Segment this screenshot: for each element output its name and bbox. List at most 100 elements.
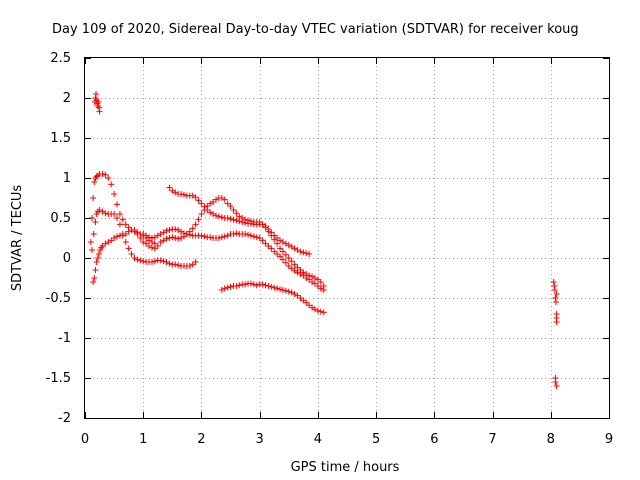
data-point [236,218,243,225]
data-point [279,248,286,255]
data-point [169,187,176,194]
data-point [552,295,559,301]
grid [85,58,609,418]
data-point [201,233,208,240]
data-point [195,216,202,223]
data-point [122,221,129,228]
data-point [262,223,269,229]
series-track-1 [91,91,103,115]
y-tick-label: -1.5 [46,371,71,386]
data-point [297,248,304,255]
data-point [245,231,252,238]
data-point [192,194,199,201]
series-track-8 [550,279,560,389]
data-point [285,288,292,295]
data-point [282,251,289,258]
data-point [314,307,321,314]
y-tick-label: 1 [63,171,71,186]
data-point [90,279,97,285]
data-point [198,211,205,217]
data-point [268,229,275,236]
data-point [122,239,129,245]
data-point [274,240,281,247]
data-point [279,256,286,263]
data-point [553,291,560,297]
data-point [131,227,138,233]
data-point [192,221,199,228]
data-point [242,219,249,226]
data-point [552,379,559,385]
data-point [553,383,560,389]
data-point [99,171,106,177]
data-point [111,191,118,197]
data-point [233,210,240,217]
data-point [300,249,307,256]
data-point [230,231,237,237]
data-point [148,235,155,241]
data-point [175,235,182,242]
data-point [90,231,97,237]
series-track-3 [88,207,199,269]
data-point [91,179,98,185]
data-point [247,280,254,287]
data-point [93,91,100,97]
series-track-7 [218,280,327,316]
data-point [95,99,102,105]
data-point [250,281,257,288]
x-tick-label: 5 [372,432,380,447]
data-point [221,196,228,203]
data-point [259,237,266,244]
data-point [551,287,558,293]
data-point [134,231,141,237]
series-track-5 [140,226,327,293]
data-point [128,251,135,257]
data-point [148,259,155,265]
y-tick-label: 0 [63,251,71,266]
y-tick-labels: 2.5 2 1.5 1 0.5 0 -0.5 -1 -1.5 -2 [46,51,71,426]
data-point [163,227,170,234]
data-point [88,215,95,221]
data-point [108,181,115,188]
data-point [224,215,231,221]
data-point [116,221,123,228]
data-point [180,230,187,237]
data-point [306,251,313,257]
y-axis-label: SDTVAR / TECUs [10,185,25,292]
data-point [172,235,179,241]
x-axis-label: GPS time / hours [291,460,400,475]
data-point [303,250,310,257]
data-point [253,234,260,241]
data-point [259,281,266,288]
data-point [114,215,121,221]
data-point [91,275,98,281]
data-point [92,219,99,225]
data-point [233,283,240,289]
data-point [221,233,228,240]
data-point [102,171,109,178]
series-track-6 [166,184,313,257]
data-point [247,220,254,227]
data-point [224,284,231,291]
data-point [166,184,173,191]
data-point [95,251,102,257]
data-point [242,231,249,237]
data-point [218,234,225,241]
data-point [277,253,284,260]
data-point [247,232,254,239]
data-point [213,212,219,219]
x-tick-label: 0 [81,432,89,447]
y-tick-label: 2 [63,91,71,106]
data-point [277,245,284,252]
data-point [88,247,95,253]
data-point [137,235,144,241]
x-tick-label: 2 [197,432,205,447]
data-point [94,255,101,261]
data-point [90,195,97,201]
data-point [227,283,234,290]
data-point [125,245,132,252]
data-point [250,233,257,240]
data-point [172,261,179,268]
data-point [215,213,222,220]
data-point [242,281,249,288]
